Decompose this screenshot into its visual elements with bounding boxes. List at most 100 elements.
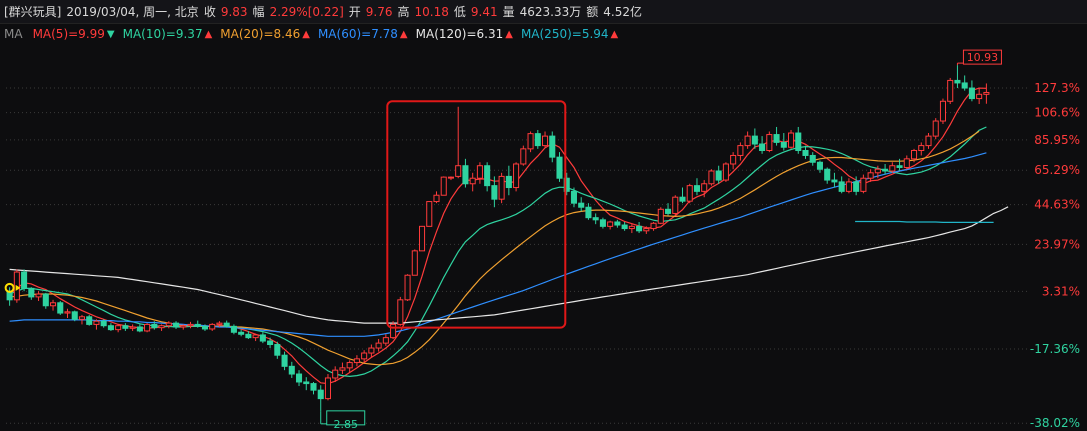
candle-body [324, 377, 332, 400]
candle-body [274, 344, 281, 356]
candle-body [961, 82, 968, 89]
trade-date: 2019/03/04, 周一, 北京 [66, 5, 199, 19]
candle-body [267, 340, 274, 346]
candle-body [722, 163, 729, 181]
candle-body [592, 217, 599, 221]
ma-legend-label: MA(10)=9.37 [122, 27, 203, 41]
candle-body [910, 149, 918, 160]
moving-average-legend: MA MA(5)=9.99 ▼ MA(10)=9.37 ▲ MA(20)=8.46 ▲ MA… [0, 24, 1087, 44]
arrow-up-icon: ▲ [610, 28, 619, 40]
candle-body [49, 302, 57, 307]
change-label: 幅 [252, 5, 265, 19]
candle-body [447, 176, 455, 179]
candle-body [903, 158, 910, 168]
candle-body [303, 381, 310, 385]
moving-average-lines [9, 87, 1009, 385]
candle-body [795, 132, 802, 151]
volume-value: 4623.33万 [519, 5, 582, 19]
candle-body [628, 225, 635, 230]
candle-body [491, 185, 498, 200]
arrow-up-icon: ▲ [302, 28, 310, 40]
stock-name: [群兴玩具] [4, 5, 62, 19]
candle-body [578, 202, 585, 208]
y-tick-label: 85.95% [1034, 133, 1080, 147]
high-label: 高 [397, 5, 410, 19]
candle-body [259, 334, 266, 342]
ma-legend-item: MA(5)=9.99 ▼ [33, 27, 115, 41]
candle-body [78, 316, 86, 320]
close-value: 9.83 [220, 4, 248, 19]
ma-legend-label: MA(60)=7.78 [317, 27, 398, 41]
arrow-up-icon: ▲ [505, 28, 513, 40]
candle-body [896, 165, 903, 168]
y-tick-label: -38.02% [1030, 416, 1080, 430]
candle-body [939, 100, 947, 122]
cursor-marker-circle [4, 282, 15, 293]
candle-body [918, 145, 925, 151]
candle-body [505, 175, 512, 189]
candle-body [476, 165, 483, 179]
candle-body [216, 322, 223, 325]
candle-body [664, 208, 672, 214]
candle-body [238, 331, 245, 335]
candle-body [976, 93, 983, 100]
candle-body [954, 79, 961, 84]
candle-body [397, 299, 404, 325]
candle-body [715, 170, 722, 181]
candle-body [831, 179, 838, 183]
y-tick-label: -17.36% [1030, 342, 1080, 356]
amount-label: 额 [586, 5, 599, 19]
candle-body [353, 358, 360, 364]
candle-body [455, 165, 462, 177]
low-value: 9.41 [470, 4, 498, 19]
candle-body [759, 143, 766, 151]
stock-info-bar: [群兴玩具] 2019/03/04, 周一, 北京 收 9.83 幅 2.29%… [0, 0, 1087, 24]
ma-legend-label: MA(5)=9.99 [32, 27, 105, 41]
ma-indicator-tag[interactable]: MA [4, 27, 23, 41]
candle-body [223, 322, 230, 327]
candle-body [129, 326, 136, 329]
candle-body [534, 133, 541, 147]
annotation-box [962, 49, 1002, 65]
candle-body [513, 163, 520, 189]
candle-body [122, 325, 129, 329]
candle-body [295, 373, 303, 383]
open-label: 开 [348, 5, 361, 19]
annotation-label: 2.85 [333, 418, 358, 431]
candle-body [418, 225, 426, 252]
ma-legend-item: MA(250)=5.94 ▲ [521, 27, 618, 41]
amount-value: 4.52亿 [603, 5, 643, 19]
candle-body [332, 369, 339, 379]
candle-body [35, 293, 42, 298]
candle-body [201, 325, 209, 330]
candle-body [230, 325, 237, 333]
candle-body [838, 181, 845, 192]
candle-body [390, 323, 397, 339]
candle-body [368, 347, 375, 354]
y-tick-label: 23.97% [1034, 237, 1080, 251]
highlight-box [386, 100, 567, 329]
candle-body [867, 172, 874, 179]
candle-body [28, 287, 35, 298]
candle-body [853, 181, 860, 192]
candle-body [21, 271, 28, 289]
cursor-arrow-icon [15, 284, 21, 291]
ma-legend-label: MA(250)=5.94 [520, 27, 609, 41]
candle-body [520, 148, 527, 165]
candle-body [187, 323, 194, 327]
candle-body [93, 320, 100, 325]
candle-body [136, 326, 143, 332]
candle-body [708, 170, 715, 185]
annotation-box [326, 410, 366, 426]
candle-body [57, 302, 64, 314]
y-tick-label: 3.31% [1042, 284, 1080, 298]
candles [6, 65, 990, 412]
volume-label: 量 [502, 5, 515, 19]
candle-body [816, 161, 824, 170]
candle-body [361, 352, 368, 360]
candle-body [71, 311, 78, 320]
candle-body [585, 206, 592, 219]
candle-body [165, 322, 172, 327]
candle-body [144, 323, 151, 332]
y-tick-label: 106.6% [1034, 106, 1080, 120]
